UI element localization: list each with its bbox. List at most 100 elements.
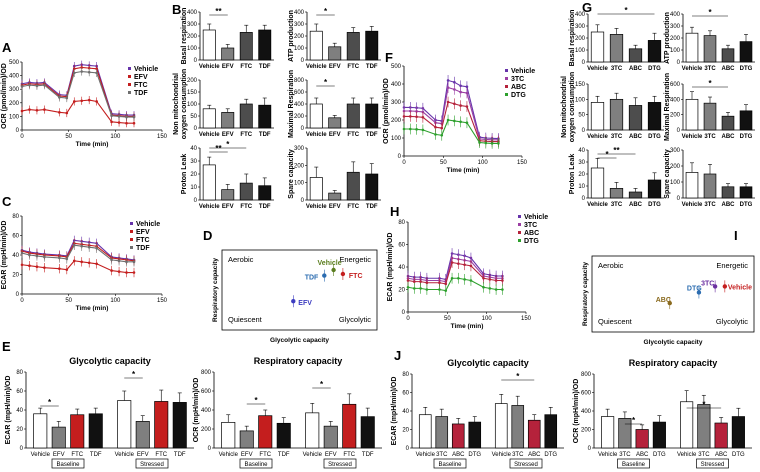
y-tick-label: 200 xyxy=(187,34,198,40)
bar-Stressed-Vehicle xyxy=(117,400,132,449)
y-tick-label: 400 xyxy=(581,409,592,415)
significance-mark: * xyxy=(324,7,328,16)
bar-Stressed-3TC xyxy=(511,405,525,449)
bar-ABC xyxy=(628,191,643,199)
data-point-EFV xyxy=(87,98,91,102)
series-line-EFV xyxy=(21,99,134,124)
data-point-EFV xyxy=(117,121,121,124)
point-label: TDF xyxy=(305,275,319,282)
data-point-Vehicle xyxy=(446,79,450,82)
y-tick-label: 0 xyxy=(406,446,410,452)
group-box xyxy=(509,458,543,469)
y-tick-label: 600 xyxy=(294,90,305,96)
group-label: Baseline xyxy=(244,462,268,468)
bar-DTG xyxy=(739,41,753,63)
x-tick-label: 100 xyxy=(482,316,493,322)
series-line-FTC xyxy=(21,66,134,117)
significance-mark: * xyxy=(624,6,628,15)
significance-mark: * xyxy=(708,8,712,17)
y-tick-label: 150 xyxy=(187,90,198,96)
category-label: TDF xyxy=(366,64,378,70)
category-label: 3TC xyxy=(611,66,623,72)
line-chart-C: 0 20 40 60 80 0 50 100 150 Time (min) ECAR (mpH/mi… xyxy=(1,214,168,312)
bar-Baseline-EFV xyxy=(239,430,254,449)
bar-Baseline-Vehicle xyxy=(221,422,236,449)
y-tick-label: 600 xyxy=(201,389,212,395)
y-tick-label: 100 xyxy=(575,48,586,54)
bar-EFV xyxy=(328,117,342,129)
significance-mark: * xyxy=(605,150,609,159)
y-tick-label: 80 xyxy=(12,214,19,220)
data-point-DTG xyxy=(453,119,456,123)
data-point-EFV xyxy=(28,108,31,111)
quadrant-label: Glycolytic xyxy=(716,317,748,326)
category-label: Vehicle xyxy=(682,202,703,208)
plot-frame xyxy=(591,255,755,333)
y-axis-label: OCR (pmol/min)/OD xyxy=(1,63,8,129)
y-tick-label: 20 xyxy=(190,172,197,178)
data-point-TDF xyxy=(132,260,136,264)
legend-entry: ABC xyxy=(511,84,526,91)
significance-mark: * xyxy=(702,400,706,409)
data-point-TDF xyxy=(35,254,39,258)
category-label: 3TC xyxy=(436,452,448,458)
data-point-TDF xyxy=(72,243,76,247)
y-tick-label: 0 xyxy=(194,58,198,64)
panel-label-A: A xyxy=(2,40,12,55)
legend-marker-Vehicle xyxy=(518,215,521,218)
data-point-EFV xyxy=(110,269,113,272)
data-point-TDF xyxy=(80,244,84,248)
y-tick-label: 500 xyxy=(9,60,20,66)
y-tick-label: 200 xyxy=(581,428,592,434)
category-label: DTG xyxy=(740,202,753,208)
y-tick-label: 0 xyxy=(588,446,592,452)
data-point-EFV xyxy=(28,264,31,268)
bar-EFV xyxy=(221,189,235,201)
category-label: EFV xyxy=(222,204,234,210)
y-tick-label: 20 xyxy=(16,427,23,433)
data-point-ABC xyxy=(446,100,450,104)
bar-3TC xyxy=(609,188,624,199)
series-line-EFV xyxy=(21,260,134,274)
data-point-Vehicle xyxy=(465,85,469,88)
data-point-DTG xyxy=(463,278,466,281)
data-point-TDF xyxy=(35,84,39,88)
category-label: Vehicle xyxy=(31,452,51,458)
y-axis-label: OCR (mpH/min)/OD xyxy=(573,379,580,444)
category-label: TDF xyxy=(90,452,102,458)
quadrant-label: Aerobic xyxy=(228,255,254,264)
data-point-TDF xyxy=(72,71,76,75)
data-point-EFV xyxy=(95,100,98,103)
category-label: FTC xyxy=(343,452,355,458)
y-tick-label: 100 xyxy=(187,102,198,108)
data-point-DTG xyxy=(465,121,469,124)
data-point-EFV xyxy=(35,108,39,112)
bar-Stressed-DTG xyxy=(544,414,558,449)
bar-TDF xyxy=(258,104,272,129)
legend-entry: EFV xyxy=(134,74,148,81)
bar-Vehicle xyxy=(685,98,699,131)
bar-Vehicle xyxy=(685,32,699,63)
legend-entry: DTG xyxy=(524,238,539,245)
y-tick-label: 0 xyxy=(194,126,198,132)
y-tick-label: 800 xyxy=(581,372,592,378)
bar-Baseline-TDF xyxy=(88,413,103,449)
y-tick-label: 200 xyxy=(187,78,198,84)
data-point-ABC xyxy=(501,279,504,282)
y-axis-label: ECAR (mpH/min)/OD xyxy=(391,377,398,446)
scatter-D: Aerobic Energetic Quiescent Glycolytic Glyco… xyxy=(212,249,378,344)
y-tick-label: 20 xyxy=(398,288,405,294)
y-tick-label: 500 xyxy=(391,64,402,70)
y-tick-label: 0 xyxy=(20,446,24,452)
category-label: ABC xyxy=(629,66,643,72)
data-point-DTG xyxy=(434,133,437,136)
data-point-DTG xyxy=(482,285,485,289)
category-label: FTC xyxy=(259,452,271,458)
point-label: Vehicle xyxy=(728,284,752,291)
data-point-TDF xyxy=(43,83,46,87)
axis-J2 xyxy=(593,374,752,449)
data-point-TDF xyxy=(125,115,128,119)
y-tick-label: 100 xyxy=(670,48,681,54)
y-axis-label: Basal respiration xyxy=(569,10,576,67)
